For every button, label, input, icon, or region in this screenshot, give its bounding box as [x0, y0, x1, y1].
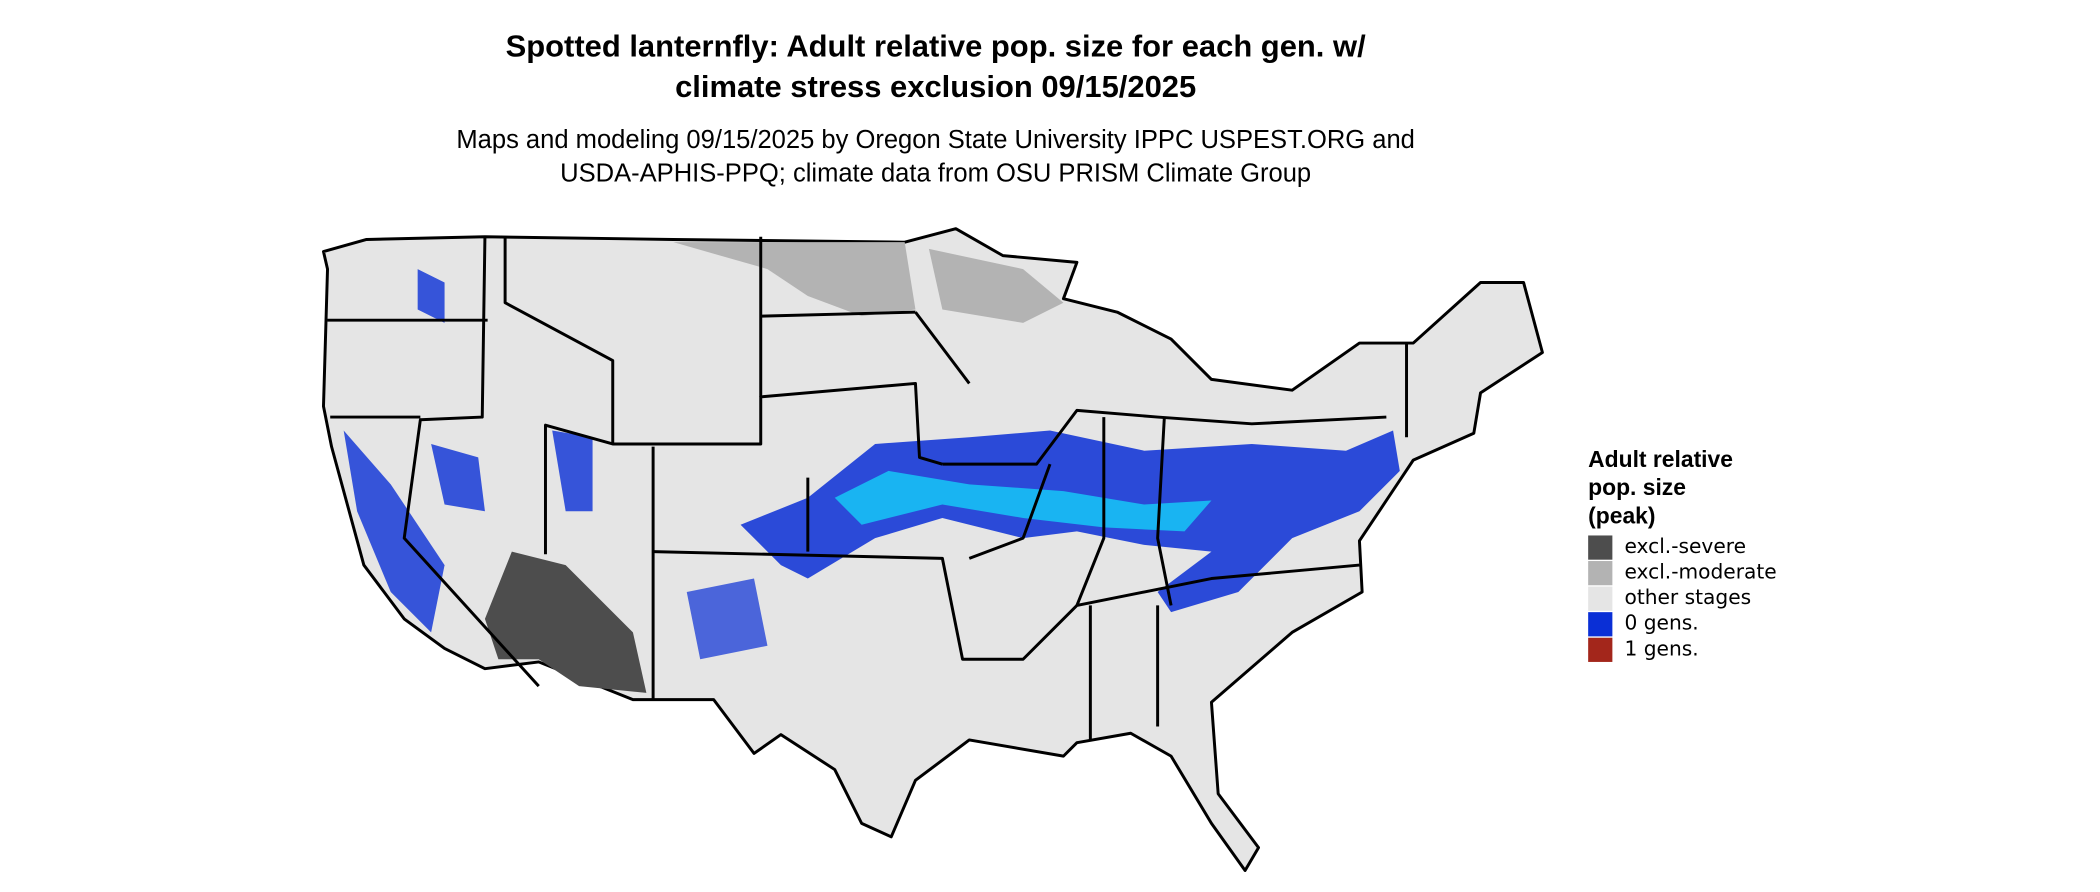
zero-gens-area: [686, 578, 768, 660]
legend-swatch: [1588, 612, 1613, 637]
legend-title-line: pop. size: [1588, 474, 1686, 500]
excl-moderate-area: [673, 242, 916, 317]
excl-severe-area: [484, 551, 647, 693]
legend-swatch: [1588, 637, 1613, 662]
zero-gens-area: [417, 269, 445, 323]
legend-label: excl.-moderate: [1624, 560, 1776, 584]
legend-label: 1 gens.: [1624, 636, 1698, 660]
legend-label: other stages: [1624, 585, 1751, 609]
legend-swatch: [1588, 561, 1613, 586]
zero-gens-area: [343, 430, 445, 633]
subtitle-line: Maps and modeling 09/15/2025 by Oregon S…: [456, 126, 1415, 154]
legend-label: excl.-severe: [1624, 534, 1746, 558]
legend-swatch: [1588, 535, 1613, 560]
legend-title-line: Adult relative: [1588, 446, 1733, 472]
map: [322, 227, 1544, 872]
us-outline: [322, 227, 1544, 872]
zero-gens-area: [834, 470, 1212, 532]
title-line: Spotted lanternfly: Adult relative pop. …: [506, 29, 1366, 64]
zero-gens-area: [431, 443, 485, 512]
legend-label: 0 gens.: [1624, 611, 1698, 635]
legend-swatch: [1588, 586, 1613, 611]
subtitle-line: USDA-APHIS-PPQ; climate data from OSU PR…: [560, 160, 1311, 188]
title-line: climate stress exclusion 09/15/2025: [675, 69, 1196, 104]
state-borders: [327, 236, 1409, 740]
zero-gens-area: [552, 430, 593, 512]
excl-moderate-area: [928, 248, 1064, 323]
legend-title-line: (peak): [1588, 502, 1655, 528]
